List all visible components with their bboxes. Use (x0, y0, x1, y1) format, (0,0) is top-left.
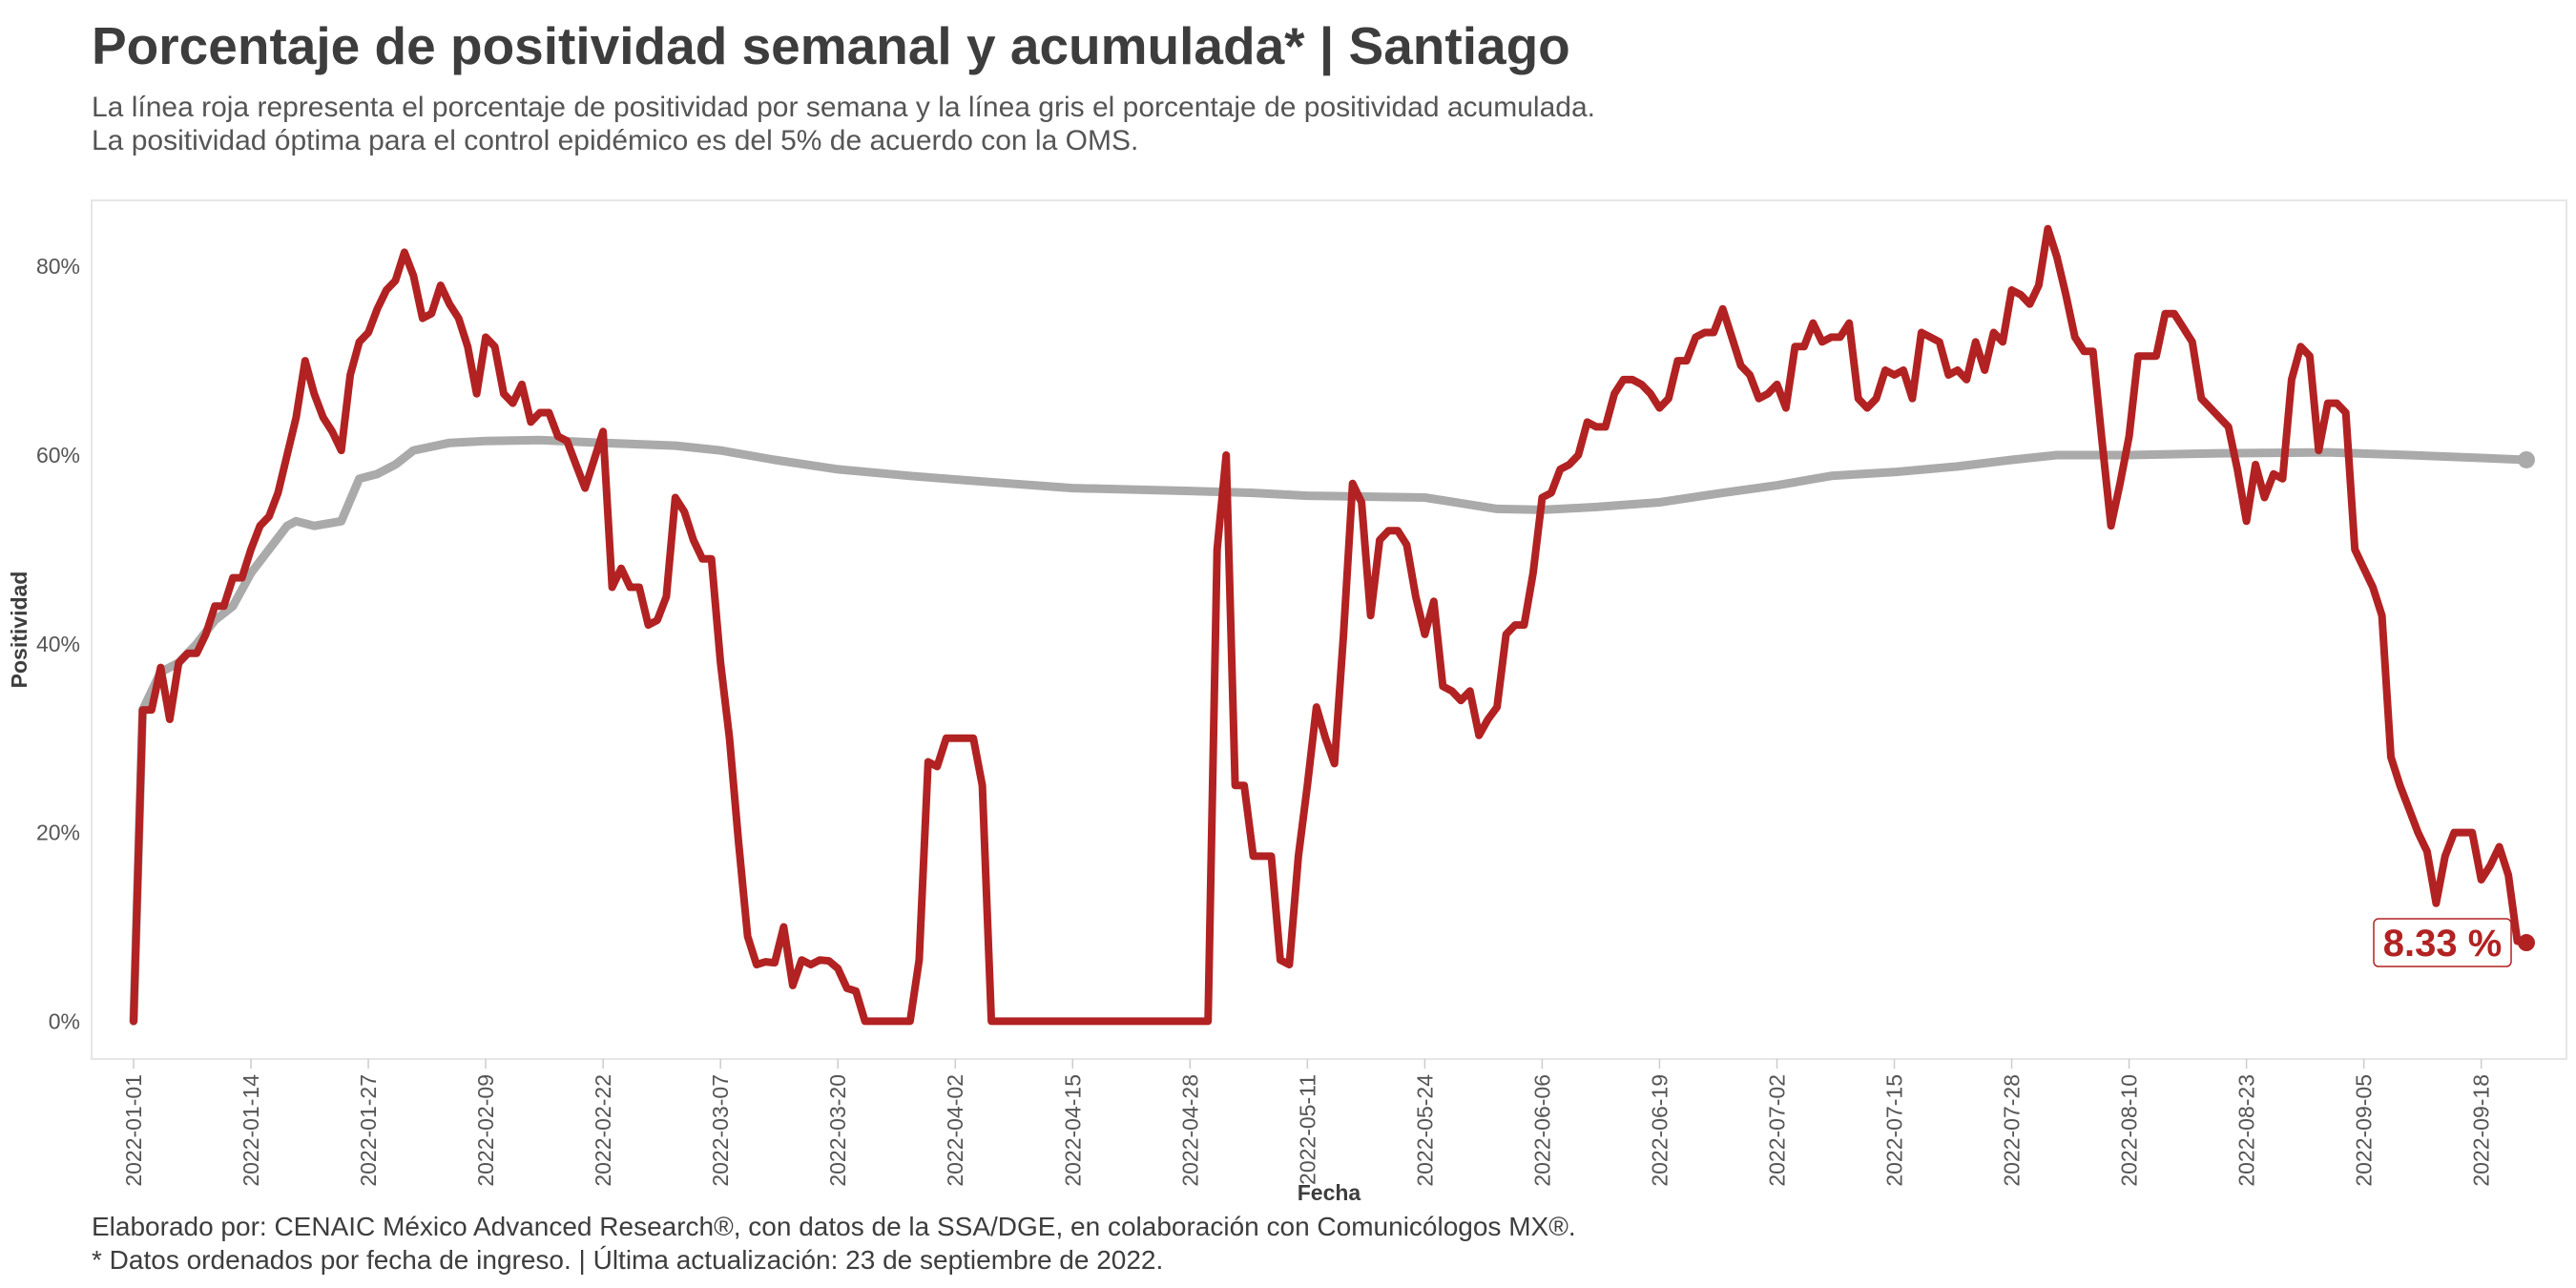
x-axis-ticks: 2022-01-01 2022-01-14 2022-01-27 2022-02-09… (121, 1059, 2494, 1187)
y-tick-label: 20% (36, 821, 80, 845)
x-tick-label: 2022-07-28 (2000, 1074, 2025, 1187)
caption-note: * Datos ordenados por fecha de ingreso. … (92, 1245, 1164, 1275)
y-tick-label: 60% (36, 443, 80, 467)
x-tick-label: 2022-03-20 (825, 1074, 850, 1187)
x-tick-label: 2022-08-10 (2117, 1074, 2142, 1187)
x-tick-label: 2022-05-11 (1295, 1074, 1319, 1185)
plot-panel-border (91, 199, 2567, 1060)
end-value-label-box (2373, 918, 2512, 967)
end-value-label: 8.33 % (2373, 918, 2512, 967)
x-tick-label: 2022-02-22 (591, 1074, 615, 1187)
y-tick-label: 0% (49, 1008, 80, 1033)
x-tick-label: 2022-04-28 (1177, 1074, 1202, 1187)
x-tick-label: 2022-02-09 (473, 1074, 498, 1187)
weekly-line (130, 224, 2530, 1026)
y-axis-ticks: 0% 20% 40% 60% 80% (36, 254, 80, 1033)
x-tick-label: 2022-09-05 (2352, 1074, 2377, 1187)
y-axis-title: Positividad (7, 571, 31, 689)
x-tick-label: 2022-06-19 (1647, 1074, 1672, 1187)
x-tick-label: 2022-09-18 (2469, 1074, 2494, 1187)
y-tick-label: 80% (36, 254, 80, 279)
chart-title: Porcentaje de positividad semanal y acum… (92, 16, 1570, 75)
end-value-label-text: 8.33 % (2383, 923, 2503, 965)
x-tick-label: 2022-04-15 (1060, 1074, 1085, 1187)
x-tick-label: 2022-07-02 (1764, 1074, 1789, 1187)
caption-credits: Elaborado por: CENAIC México Advanced Re… (92, 1212, 1576, 1241)
cumulative-end-point (2518, 450, 2535, 468)
x-axis-title: Fecha (1298, 1180, 1361, 1205)
x-tick-label: 2022-01-27 (356, 1074, 381, 1187)
chart-subtitle-line-1: La línea roja representa el porcentaje d… (92, 92, 1595, 123)
x-tick-label: 2022-01-14 (239, 1074, 263, 1187)
y-tick-label: 40% (36, 632, 80, 656)
x-tick-label: 2022-05-24 (1412, 1074, 1437, 1187)
weekly-end-point (2518, 934, 2535, 952)
x-tick-label: 2022-03-07 (708, 1074, 733, 1187)
series-layer (129, 224, 2535, 1026)
x-tick-label: 2022-07-15 (1882, 1074, 1907, 1187)
chart-subtitle-line-2: La positividad óptima para el control ep… (92, 125, 1139, 156)
x-tick-label: 2022-08-23 (2234, 1074, 2259, 1187)
x-tick-label: 2022-04-02 (943, 1074, 967, 1187)
x-tick-label: 2022-01-01 (121, 1074, 146, 1187)
x-tick-label: 2022-06-06 (1529, 1074, 1554, 1187)
cumulative-line (129, 435, 2531, 1026)
